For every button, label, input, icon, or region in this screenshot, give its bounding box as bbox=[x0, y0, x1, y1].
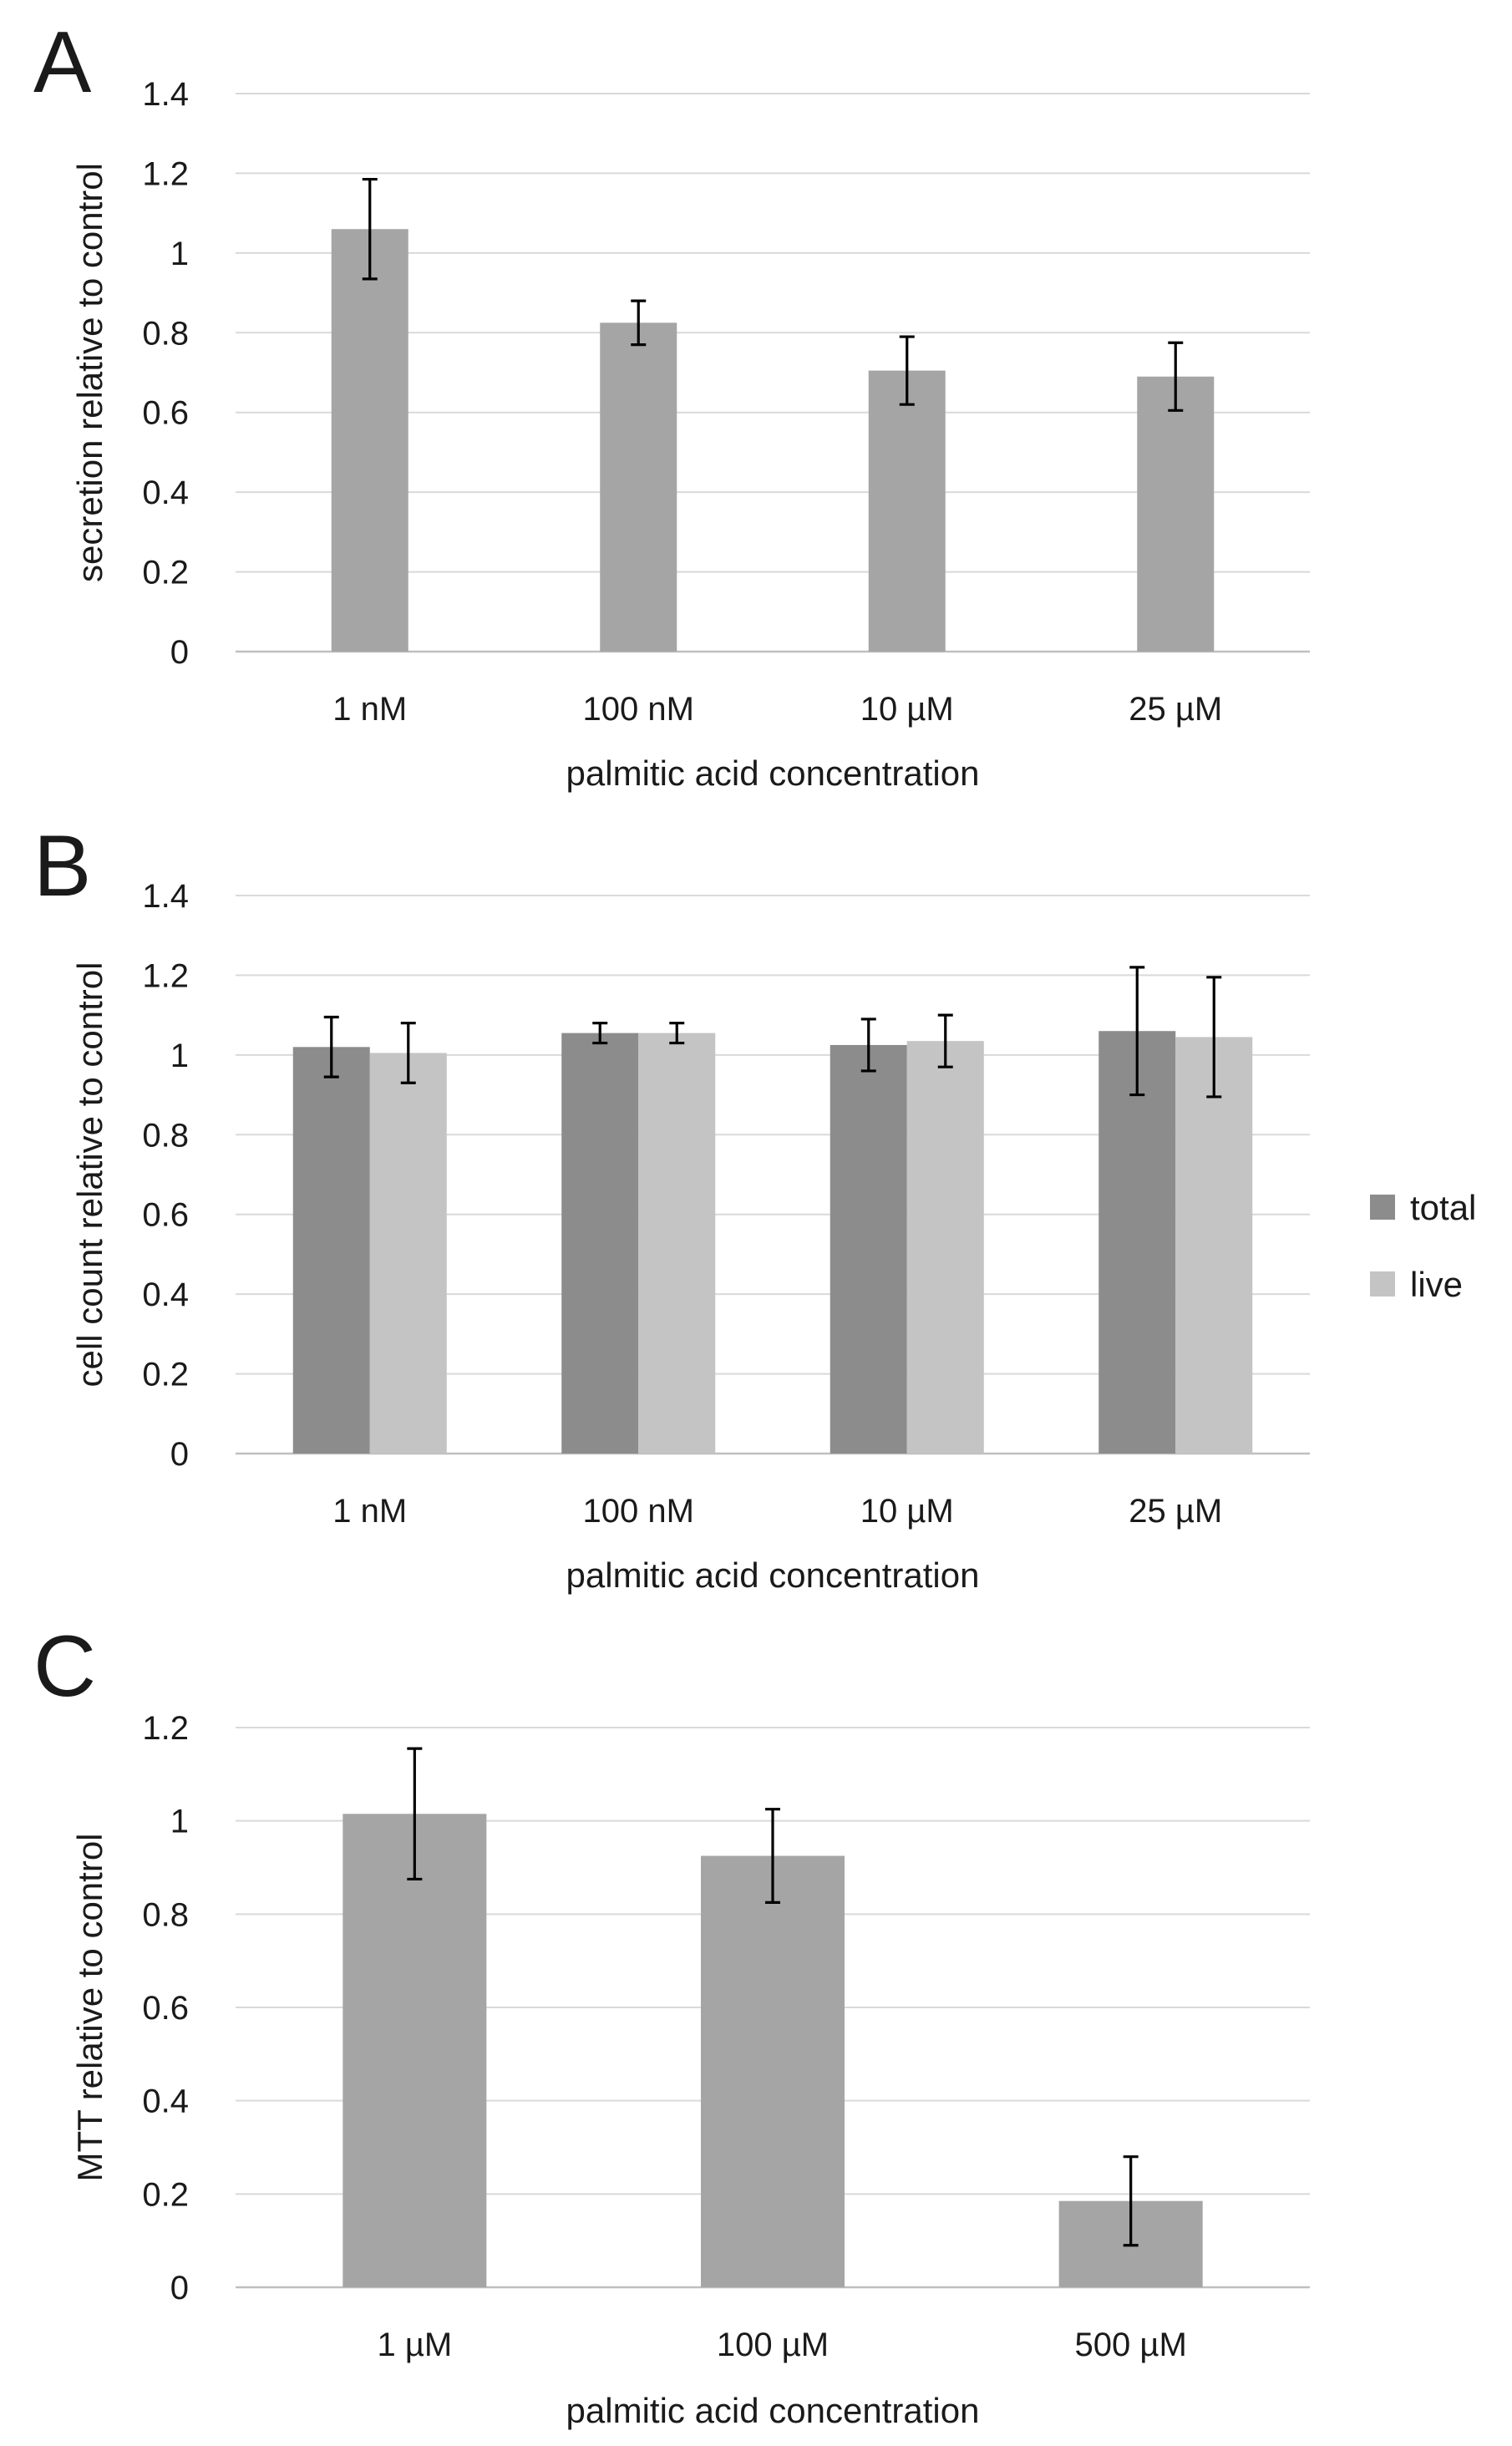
y-tick-label: 1 bbox=[170, 1038, 189, 1074]
y-tick-label: 0.6 bbox=[142, 1197, 189, 1234]
error-bar bbox=[765, 1808, 780, 1904]
chart-panel-c: C 0 0.2 0.4 0.6 0.8 1 1.2 1 µM 100 µM 500 µM palmit… bbox=[33, 1618, 1310, 2430]
bar-total bbox=[292, 1047, 370, 1454]
x-tick-label: 1 µM bbox=[377, 2327, 452, 2363]
bar-live bbox=[638, 1033, 716, 1454]
y-tick-label: 1.2 bbox=[142, 155, 189, 192]
error-bar bbox=[323, 1015, 339, 1078]
error-bar bbox=[860, 1017, 876, 1073]
y-tick-label: 0.6 bbox=[142, 395, 189, 432]
error-bar bbox=[1168, 341, 1184, 412]
bar-live bbox=[1175, 1037, 1253, 1454]
y-tick-label: 0.2 bbox=[142, 2176, 189, 2213]
chart-panel-a: A 0 0.2 0.4 0.6 0.8 1 1.2 1.4 1 nM 100 nM 10 µM 25 µ… bbox=[33, 14, 1310, 793]
panel-letter: A bbox=[33, 14, 92, 111]
error-bar bbox=[899, 335, 915, 406]
x-tick-label: 500 µM bbox=[1075, 2327, 1187, 2363]
bar-secretion bbox=[1137, 376, 1215, 652]
error-bar bbox=[362, 177, 378, 281]
y-tick-label: 1 bbox=[170, 1804, 189, 1840]
legend: total live bbox=[1370, 1188, 1476, 1304]
x-tick-label: 25 µM bbox=[1129, 1493, 1222, 1530]
bar-live bbox=[906, 1041, 984, 1454]
y-tick-label: 0.4 bbox=[142, 2083, 189, 2120]
y-tick-label: 1.4 bbox=[142, 76, 189, 113]
x-axis-title: palmitic acid concentration bbox=[566, 1555, 980, 1595]
y-axis-title: MTT relative to control bbox=[70, 1833, 109, 2181]
bar-mtt bbox=[342, 1814, 487, 2287]
x-tick-label: 10 µM bbox=[860, 1493, 954, 1530]
legend-swatch bbox=[1370, 1195, 1395, 1220]
error-bar bbox=[631, 299, 647, 347]
bar-live bbox=[369, 1053, 447, 1454]
panel-letter: B bbox=[33, 818, 91, 915]
bar-mtt bbox=[701, 1855, 845, 2287]
panel-letter: C bbox=[33, 1618, 96, 1715]
x-tick-label: 25 µM bbox=[1129, 691, 1222, 728]
error-bar bbox=[669, 1022, 685, 1045]
y-tick-label: 0.8 bbox=[142, 1117, 189, 1154]
y-tick-label: 0.6 bbox=[142, 1990, 189, 2027]
y-tick-label: 0.8 bbox=[142, 1896, 189, 1933]
error-bar bbox=[592, 1022, 608, 1045]
bar-total bbox=[561, 1033, 639, 1454]
x-axis-title: palmitic acid concentration bbox=[566, 754, 980, 793]
x-tick-label: 100 nM bbox=[583, 691, 694, 728]
x-axis-title: palmitic acid concentration bbox=[566, 2391, 980, 2430]
chart-panel-b: B 0 0.2 0.4 0.6 0.8 1 1.2 1.4 1 nM 100 nM 10 µM 25 µ… bbox=[33, 818, 1476, 1595]
bar-total bbox=[1098, 1031, 1176, 1454]
bar-secretion bbox=[868, 370, 946, 652]
y-tick-label: 0 bbox=[170, 2270, 189, 2306]
bar-total bbox=[830, 1044, 907, 1454]
x-tick-label: 100 nM bbox=[583, 1493, 694, 1530]
y-axis-title: cell count relative to control bbox=[70, 962, 109, 1388]
legend-label: live bbox=[1410, 1265, 1463, 1304]
y-tick-label: 0.2 bbox=[142, 555, 189, 591]
legend-swatch bbox=[1370, 1271, 1395, 1297]
error-bar bbox=[937, 1013, 953, 1068]
y-tick-label: 1.2 bbox=[142, 957, 189, 994]
y-tick-label: 1 bbox=[170, 236, 189, 272]
bar-secretion bbox=[331, 229, 408, 652]
y-tick-label: 0 bbox=[170, 634, 189, 671]
bar-secretion bbox=[600, 322, 677, 652]
legend-label: total bbox=[1410, 1188, 1476, 1227]
y-tick-label: 0.4 bbox=[142, 1276, 189, 1313]
error-bar bbox=[1123, 2155, 1139, 2247]
y-tick-label: 0 bbox=[170, 1436, 189, 1473]
y-tick-label: 1.2 bbox=[142, 1710, 189, 1747]
x-tick-label: 1 nM bbox=[332, 691, 407, 728]
error-bar bbox=[407, 1747, 423, 1881]
y-axis-title: secretion relative to control bbox=[70, 163, 109, 582]
y-tick-label: 0.2 bbox=[142, 1357, 189, 1393]
y-tick-label: 0.8 bbox=[142, 315, 189, 352]
error-bar bbox=[1129, 966, 1145, 1097]
y-tick-label: 0.4 bbox=[142, 474, 189, 511]
x-tick-label: 10 µM bbox=[860, 691, 954, 728]
x-tick-label: 100 µM bbox=[717, 2327, 829, 2363]
x-tick-label: 1 nM bbox=[332, 1493, 407, 1530]
y-tick-label: 1.4 bbox=[142, 878, 189, 915]
error-bar bbox=[400, 1022, 416, 1084]
error-bar bbox=[1206, 976, 1222, 1099]
